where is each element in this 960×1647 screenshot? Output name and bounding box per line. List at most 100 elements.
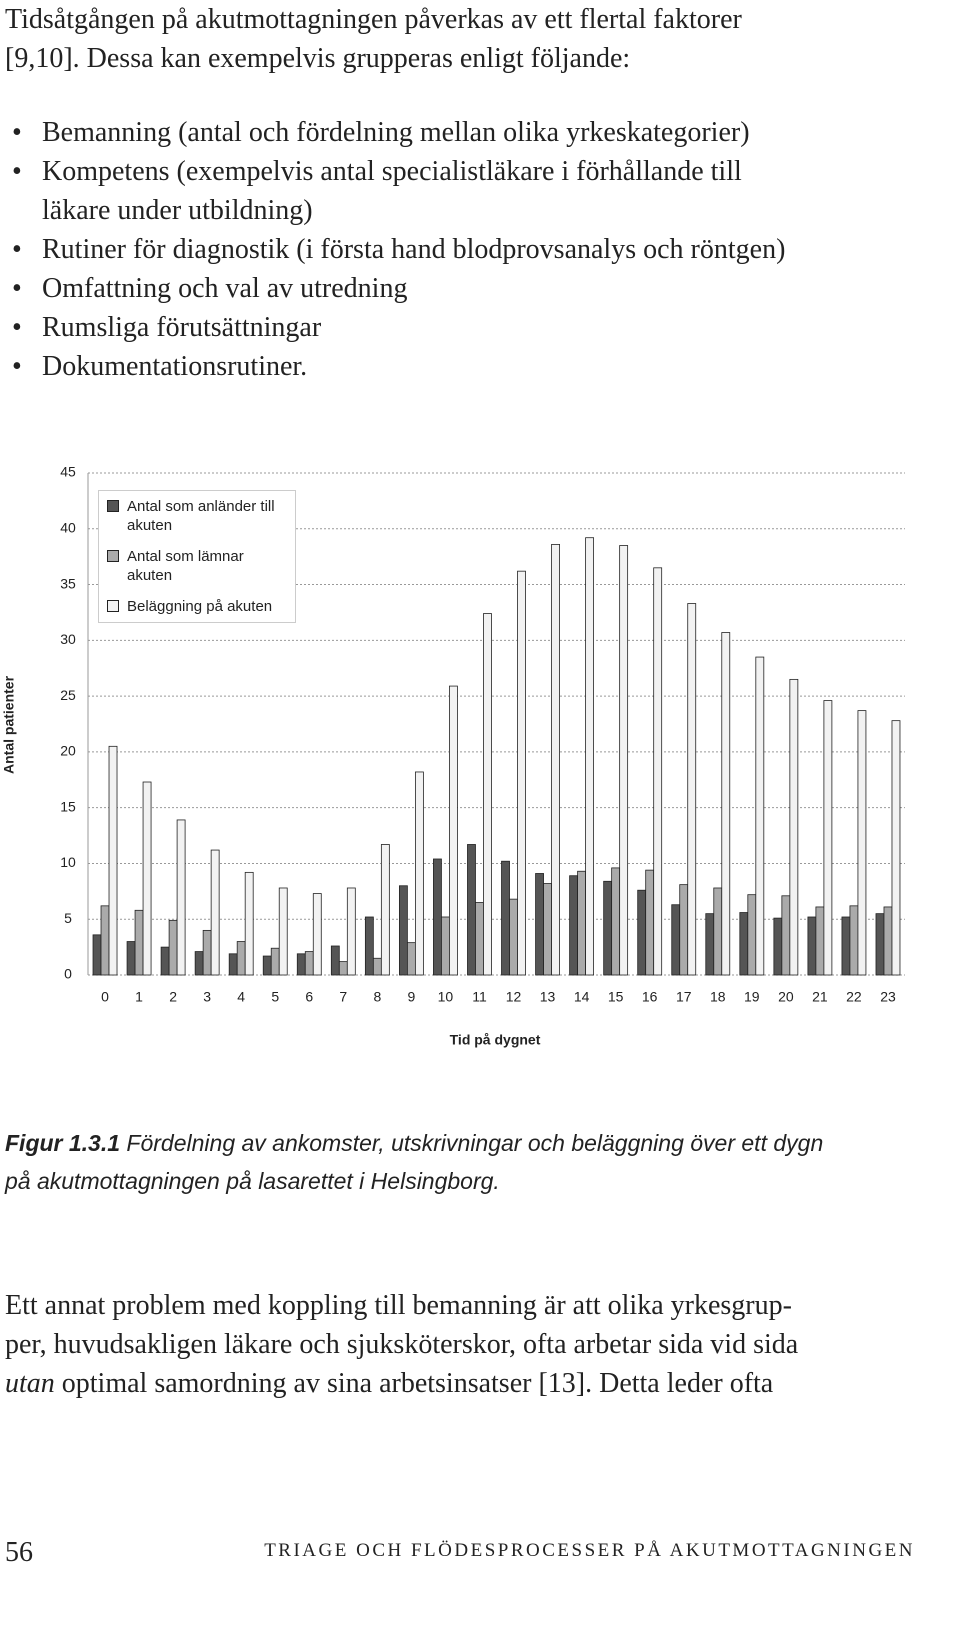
bar [849, 905, 859, 976]
x-tick-label: 9 [407, 989, 415, 1005]
text-line: Dokumentationsrutiner. [42, 351, 308, 382]
bar [278, 887, 288, 976]
bar [210, 849, 220, 976]
y-tick-label: 30 [60, 631, 76, 647]
y-tick-label: 10 [60, 854, 76, 870]
bar [773, 917, 783, 976]
x-tick-label: 5 [271, 989, 279, 1005]
bar [739, 912, 749, 976]
bar [372, 957, 382, 976]
text-line: Ett annat problem med koppling till bema… [5, 1290, 792, 1321]
x-tick-label: 19 [744, 989, 760, 1005]
bar [228, 953, 238, 976]
legend-label: Beläggning på akuten [127, 598, 273, 615]
bar [569, 875, 579, 976]
bar [679, 884, 689, 976]
legend-label: Antal som lämnar akuten [127, 548, 244, 584]
x-tick-label: 11 [472, 989, 487, 1005]
legend-item: Beläggning på akuten [107, 597, 287, 616]
x-tick-label: 3 [203, 989, 211, 1005]
bar [168, 919, 178, 976]
bar [304, 951, 314, 976]
bar [483, 613, 492, 976]
bar [176, 819, 186, 976]
bar [449, 685, 458, 976]
x-tick-label: 1 [135, 989, 143, 1005]
x-tick-label: 22 [846, 989, 862, 1005]
bar [475, 902, 484, 976]
text-line: Tidsåtgången på akutmottagningen påverka… [5, 4, 742, 35]
bar [433, 858, 442, 976]
legend-label: Antal som anländer till akuten [127, 498, 275, 534]
bar [857, 710, 867, 976]
bar [92, 934, 102, 976]
y-tick-label: 0 [64, 966, 72, 982]
bar [611, 867, 621, 976]
bar [270, 947, 280, 976]
page-number: 56 [5, 1537, 33, 1568]
x-tick-label: 8 [373, 989, 381, 1005]
bullet-item: Rutiner för diagnostik (i första hand bl… [5, 230, 785, 269]
bar [653, 567, 663, 976]
bar [755, 656, 765, 976]
x-tick-label: 2 [169, 989, 177, 1005]
x-tick-label: 0 [101, 989, 109, 1005]
bar [262, 955, 272, 976]
x-tick-label: 23 [880, 989, 896, 1005]
y-tick-label: 35 [60, 575, 76, 591]
legend-item: Antal som anländer till akuten [107, 497, 287, 535]
bar [891, 720, 901, 976]
intro-paragraph: Tidsåtgången på akutmottagningen påverka… [5, 0, 742, 78]
emphasis: utan [5, 1368, 55, 1399]
text: optimal samordning av sina arbetsinsatse… [54, 1368, 774, 1399]
x-axis-title: Tid på dygnet [450, 1032, 541, 1048]
bar [543, 883, 552, 976]
bar [671, 904, 681, 976]
bar [713, 887, 723, 976]
x-tick-label: 13 [540, 989, 556, 1005]
bar [603, 880, 613, 976]
bar [126, 941, 136, 976]
bullet-item: Bemanning (antal och fördelning mellan o… [5, 113, 785, 152]
x-tick-label: 12 [506, 989, 522, 1005]
bar [346, 887, 356, 976]
text-line: läkare under utbildning) [42, 195, 313, 226]
x-tick-label: 18 [710, 989, 726, 1005]
x-tick-label: 16 [642, 989, 658, 1005]
text-line: [9,10]. Dessa kan exempelvis grupperas e… [5, 43, 631, 74]
bar [585, 537, 595, 976]
bar [815, 906, 825, 976]
bar [517, 570, 526, 976]
y-tick-label: 45 [60, 464, 76, 480]
text-line: Rutiner för diagnostik (i första hand bl… [42, 234, 786, 265]
bar [747, 894, 757, 976]
bar [551, 543, 560, 976]
caption-label: Figur 1.3.1 [5, 1130, 121, 1156]
y-tick-label: 15 [60, 798, 76, 814]
bar [645, 869, 655, 976]
bullet-item: Omfattning och val av utredning [5, 269, 785, 308]
bar [619, 545, 629, 976]
legend-swatch [107, 550, 119, 562]
bar [841, 916, 851, 976]
bar [398, 885, 408, 976]
x-tick-label: 6 [305, 989, 313, 1005]
bar [637, 889, 647, 976]
bar [338, 961, 348, 976]
bar [406, 942, 416, 976]
x-tick-label: 15 [608, 989, 624, 1005]
text-line: utan optimal samordning av sina arbetsin… [5, 1364, 798, 1403]
bar [501, 860, 510, 976]
bar [535, 873, 544, 976]
chart: Tid på dygnet Antal patienter 0510152025… [1, 464, 905, 1048]
bar [202, 929, 212, 976]
bar [244, 871, 254, 976]
bar [142, 781, 152, 976]
x-tick-label: 21 [812, 989, 828, 1005]
bar [380, 844, 390, 976]
x-tick-label: 4 [237, 989, 245, 1005]
x-tick-label: 17 [676, 989, 692, 1005]
x-tick-label: 10 [438, 989, 454, 1005]
bar [509, 898, 518, 976]
